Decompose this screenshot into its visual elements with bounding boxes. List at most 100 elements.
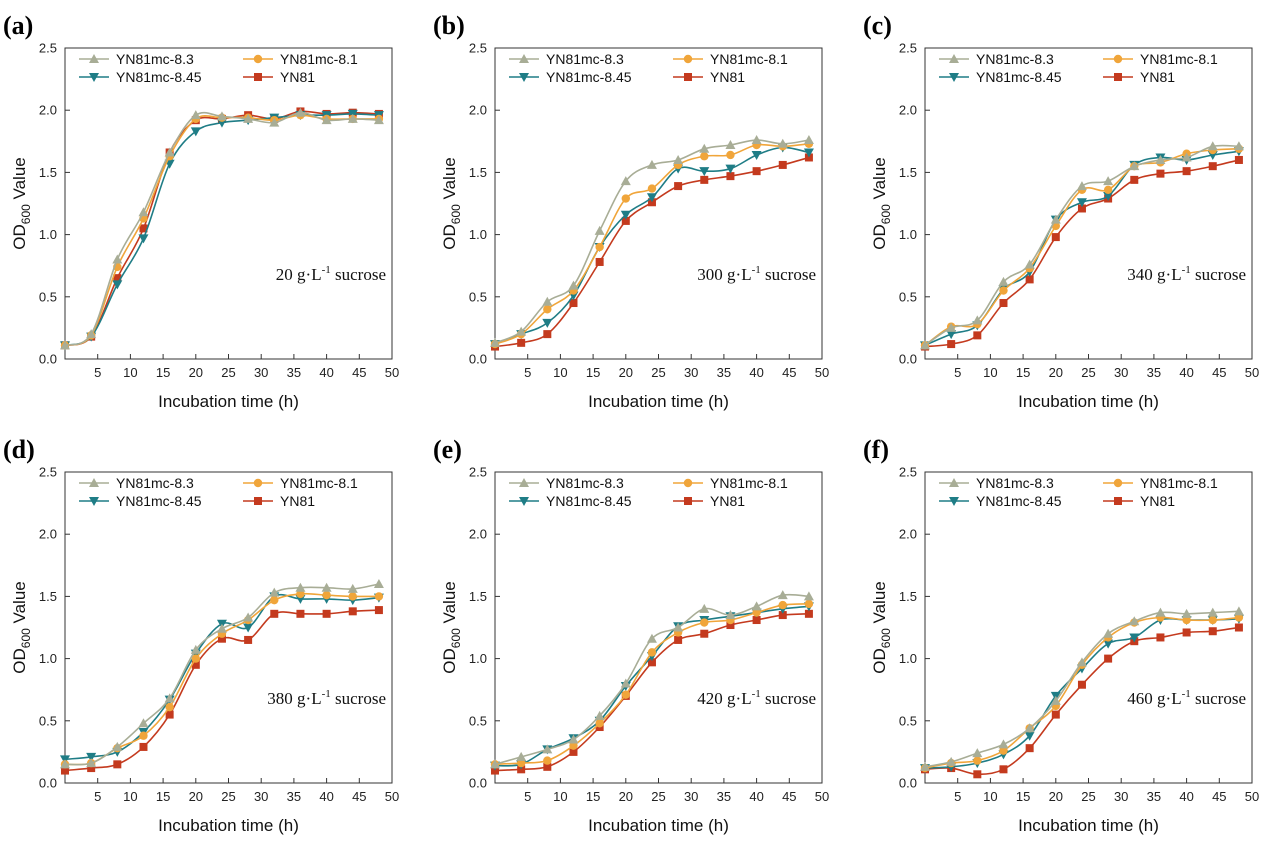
data-point: [1025, 744, 1034, 753]
legend-entry: YN81mc-8.45: [546, 69, 632, 85]
y-tick-label: 2.5: [39, 465, 57, 480]
data-point: [217, 634, 226, 643]
x-tick-label: 45: [1212, 365, 1226, 380]
x-tick-label: 25: [651, 789, 665, 804]
x-axis-label: Incubation time (h): [1018, 816, 1159, 835]
data-point: [594, 710, 605, 720]
data-point: [804, 599, 814, 609]
legend-entry: YN81mc-8.3: [116, 475, 194, 491]
data-point: [543, 762, 552, 771]
sucrose-annotation: 460 g·L-1 sucrose: [1127, 688, 1246, 708]
data-point: [972, 315, 983, 325]
data-series: [920, 606, 1244, 771]
legend-marker: [89, 497, 99, 506]
legend-marker: [1114, 73, 1122, 81]
annotation-concentration: 420 g·L: [697, 689, 751, 708]
y-tick-label: 2.0: [899, 103, 917, 118]
data-point: [86, 758, 97, 768]
data-point: [647, 184, 657, 193]
data-point: [700, 618, 709, 627]
data-point: [269, 587, 280, 597]
y-axis-label-od: OD: [10, 224, 29, 250]
y-axis-label-value: Value: [870, 581, 889, 628]
legend: YN81mc-8.3 YN81mc-8.1 YN81mc-8.45 YN81: [509, 475, 788, 509]
data-point: [595, 257, 604, 266]
x-tick-label: 40: [1179, 365, 1193, 380]
data-series: [920, 141, 1244, 350]
data-point: [191, 660, 200, 669]
data-point: [138, 207, 149, 217]
data-point: [595, 719, 604, 728]
x-tick-label: 10: [983, 789, 997, 804]
data-point: [322, 609, 331, 618]
data-point: [1076, 657, 1087, 667]
y-axis-label-od: OD: [440, 224, 459, 250]
panel-label: (d): [3, 435, 35, 464]
legend-marker: [683, 478, 693, 488]
y-tick-label: 1.5: [899, 589, 917, 604]
data-point: [490, 337, 500, 347]
y-tick-label: 0.5: [39, 713, 57, 728]
data-point: [725, 140, 736, 150]
data-point: [1103, 185, 1113, 195]
data-series: [60, 110, 384, 350]
data-point: [647, 658, 656, 667]
data-point: [1156, 633, 1165, 642]
legend: YN81mc-8.3 YN81mc-8.1 YN81mc-8.45 YN81: [79, 475, 358, 509]
data-point: [516, 758, 526, 768]
annotation-concentration: 380 g·L: [267, 689, 321, 708]
legend-entry: YN81: [1140, 69, 1175, 85]
data-point: [543, 305, 552, 314]
data-point: [1077, 680, 1086, 689]
x-tick-label: 15: [156, 365, 170, 380]
data-point: [60, 340, 70, 350]
data-point: [321, 115, 332, 125]
data-point: [973, 756, 982, 765]
data-point: [1155, 154, 1166, 164]
x-tick-label: 50: [1245, 365, 1259, 380]
y-tick-label: 1.0: [899, 227, 917, 242]
data-point: [542, 296, 553, 306]
data-point: [647, 648, 657, 657]
sucrose-annotation: 20 g·L-1 sucrose: [276, 264, 386, 284]
data-point: [269, 117, 280, 127]
y-axis-label-od: OD: [870, 648, 889, 674]
legend-entry: YN81mc-8.3: [976, 475, 1054, 491]
annotation-concentration: 20 g·L: [276, 265, 322, 284]
y-axis-label-subscript: 600: [449, 204, 463, 224]
x-tick-label: 45: [352, 365, 366, 380]
data-point: [568, 734, 579, 744]
y-tick-label: 0.0: [39, 352, 57, 367]
data-series: [490, 135, 814, 347]
x-tick-label: 15: [1016, 365, 1030, 380]
series-line: [64, 592, 379, 766]
y-axis-label: OD600 Value: [10, 157, 33, 249]
legend-marker: [253, 478, 263, 488]
data-series: [491, 153, 813, 351]
x-tick-label: 30: [1114, 789, 1128, 804]
x-axis-label: Incubation time (h): [1018, 392, 1159, 411]
legend-marker: [254, 73, 262, 81]
data-point: [620, 176, 631, 186]
y-axis-label: OD600 Value: [440, 157, 463, 249]
y-tick-label: 2.5: [899, 41, 917, 56]
series-line: [494, 143, 809, 345]
legend-entry: YN81mc-8.45: [546, 493, 632, 509]
data-point: [1181, 608, 1192, 618]
annotation-superscript: -1: [1182, 264, 1191, 276]
data-point: [374, 592, 384, 601]
y-tick-label: 0.5: [39, 289, 57, 304]
annotation-superscript: -1: [322, 688, 331, 700]
legend-marker: [254, 497, 262, 505]
legend-entry: YN81mc-8.3: [546, 475, 624, 491]
sucrose-annotation: 420 g·L-1 sucrose: [697, 688, 816, 708]
x-tick-label: 20: [1049, 789, 1063, 804]
data-series: [490, 139, 814, 349]
data-point: [726, 172, 735, 181]
data-point: [190, 644, 201, 654]
y-axis-label: OD600 Value: [10, 581, 33, 673]
data-point: [1103, 639, 1114, 649]
sucrose-annotation: 340 g·L-1 sucrose: [1127, 264, 1246, 284]
data-point: [751, 135, 762, 145]
data-point: [751, 150, 762, 160]
